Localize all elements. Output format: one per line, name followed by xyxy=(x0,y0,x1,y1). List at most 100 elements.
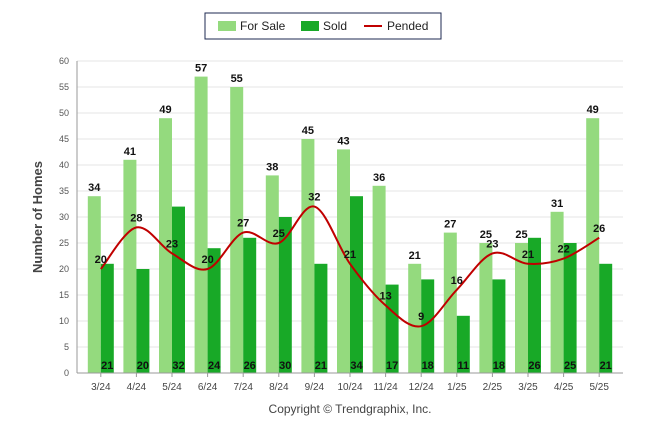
x-tick-label: 11/24 xyxy=(373,382,398,393)
bar-sold xyxy=(385,284,399,373)
bar-for-sale xyxy=(87,196,101,373)
bar-sold xyxy=(172,206,185,373)
x-tick-label: 4/24 xyxy=(127,382,147,393)
label-sold: 32 xyxy=(172,360,184,372)
pended-line xyxy=(100,205,600,328)
y-tick-label: 45 xyxy=(59,134,69,144)
bar-for-sale xyxy=(194,76,208,373)
bar-sold xyxy=(456,315,470,373)
label-sold: 21 xyxy=(315,360,327,372)
label-for-sale: 31 xyxy=(551,198,563,210)
bar-sold xyxy=(528,237,541,373)
label-sold: 18 xyxy=(422,360,434,372)
y-tick-label: 35 xyxy=(59,186,69,196)
pended-line-layer xyxy=(100,205,600,328)
bar-sold xyxy=(599,263,613,373)
bar-for-sale xyxy=(337,149,350,373)
label-pended: 28 xyxy=(130,212,142,224)
y-tick-label: 50 xyxy=(59,108,69,118)
x-tick-label: 3/25 xyxy=(518,382,538,393)
label-for-sale: 49 xyxy=(587,104,599,116)
y-tick-label: 10 xyxy=(59,316,69,326)
label-for-sale: 21 xyxy=(409,250,421,262)
x-tick-label: 12/24 xyxy=(409,382,434,393)
bar-sold xyxy=(243,237,257,373)
label-sold: 17 xyxy=(386,360,398,372)
label-pended: 16 xyxy=(451,275,463,287)
label-sold: 34 xyxy=(350,360,363,372)
y-tick-label: 5 xyxy=(64,342,69,352)
label-for-sale: 25 xyxy=(515,229,527,241)
label-for-sale: 34 xyxy=(88,182,101,194)
x-tick-label: 5/24 xyxy=(162,382,182,393)
legend-swatch-for-sale xyxy=(218,21,236,31)
label-sold: 21 xyxy=(600,360,612,372)
bar-for-sale xyxy=(159,118,172,373)
bar-for-sale xyxy=(515,243,528,373)
label-pended: 27 xyxy=(237,218,249,230)
x-tick-label: 6/24 xyxy=(198,382,218,393)
label-pended: 20 xyxy=(201,254,213,266)
label-sold: 24 xyxy=(208,360,221,372)
y-tick-label: 25 xyxy=(59,238,69,248)
bar-for-sale xyxy=(408,263,422,373)
legend-label-pended: Pended xyxy=(387,19,428,33)
y-tick-label: 55 xyxy=(59,82,69,92)
x-tick-label: 4/25 xyxy=(554,382,574,393)
label-pended: 13 xyxy=(379,290,391,302)
y-tick-label: 30 xyxy=(59,212,69,222)
label-sold: 11 xyxy=(457,360,469,372)
legend-box xyxy=(204,12,442,40)
bar-for-sale xyxy=(372,185,386,373)
bar-sold xyxy=(136,269,150,373)
bar-sold xyxy=(421,279,435,373)
x-tick-label: 3/24 xyxy=(91,382,111,393)
y-tick-label: 15 xyxy=(59,290,69,300)
bar-sold xyxy=(207,248,221,373)
bar-for-sale xyxy=(301,139,315,373)
label-for-sale: 25 xyxy=(480,229,492,241)
label-for-sale: 27 xyxy=(444,219,456,231)
label-for-sale: 43 xyxy=(337,135,349,147)
bar-sold xyxy=(492,279,506,373)
bar-for-sale xyxy=(123,159,137,373)
label-sold: 18 xyxy=(493,360,505,372)
legend-label-for-sale: For Sale xyxy=(240,19,286,33)
legend: For Sale Sold Pended xyxy=(204,12,442,40)
bar-for-sale xyxy=(443,232,457,373)
data-labels: 34 21 41 20 49 32 57 24 55 26 38 30 45 21 43 34 36 17 21 18… xyxy=(88,63,612,372)
label-pended: 23 xyxy=(166,238,178,250)
bar-for-sale xyxy=(230,87,244,373)
bars xyxy=(87,76,613,373)
y-tick-label: 20 xyxy=(59,264,69,274)
y-tick-label: 0 xyxy=(64,368,69,378)
copyright-text: Copyright © Trendgraphix, Inc. xyxy=(269,402,432,416)
axes: 0 5 10 15 20 25 30 35 40 45 50 55 60 3/24 4/24 5/24 6/24… xyxy=(59,56,623,393)
label-pended: 23 xyxy=(486,238,498,250)
bar-sold xyxy=(100,263,114,373)
y-tick-label: 40 xyxy=(59,160,69,170)
bar-sold xyxy=(563,243,577,373)
label-for-sale: 41 xyxy=(124,146,136,158)
label-sold: 26 xyxy=(528,360,540,372)
label-sold: 21 xyxy=(101,360,113,372)
bar-sold xyxy=(278,217,292,373)
bar-sold xyxy=(350,196,363,373)
label-for-sale: 57 xyxy=(195,63,207,75)
x-tick-label: 5/25 xyxy=(589,382,609,393)
x-tick-label: 7/24 xyxy=(233,382,253,393)
label-for-sale: 55 xyxy=(231,73,243,85)
x-tick-label: 1/25 xyxy=(447,382,467,393)
x-tick-label: 9/24 xyxy=(305,382,325,393)
bar-sold xyxy=(314,263,328,373)
label-pended: 25 xyxy=(273,228,285,240)
label-pended: 26 xyxy=(593,223,605,235)
legend-swatch-sold xyxy=(301,21,319,31)
bar-for-sale xyxy=(479,243,493,373)
label-pended: 32 xyxy=(308,192,320,204)
label-sold: 30 xyxy=(279,360,291,372)
label-pended: 9 xyxy=(418,311,424,323)
bar-for-sale xyxy=(265,175,279,373)
label-pended: 21 xyxy=(344,249,356,261)
